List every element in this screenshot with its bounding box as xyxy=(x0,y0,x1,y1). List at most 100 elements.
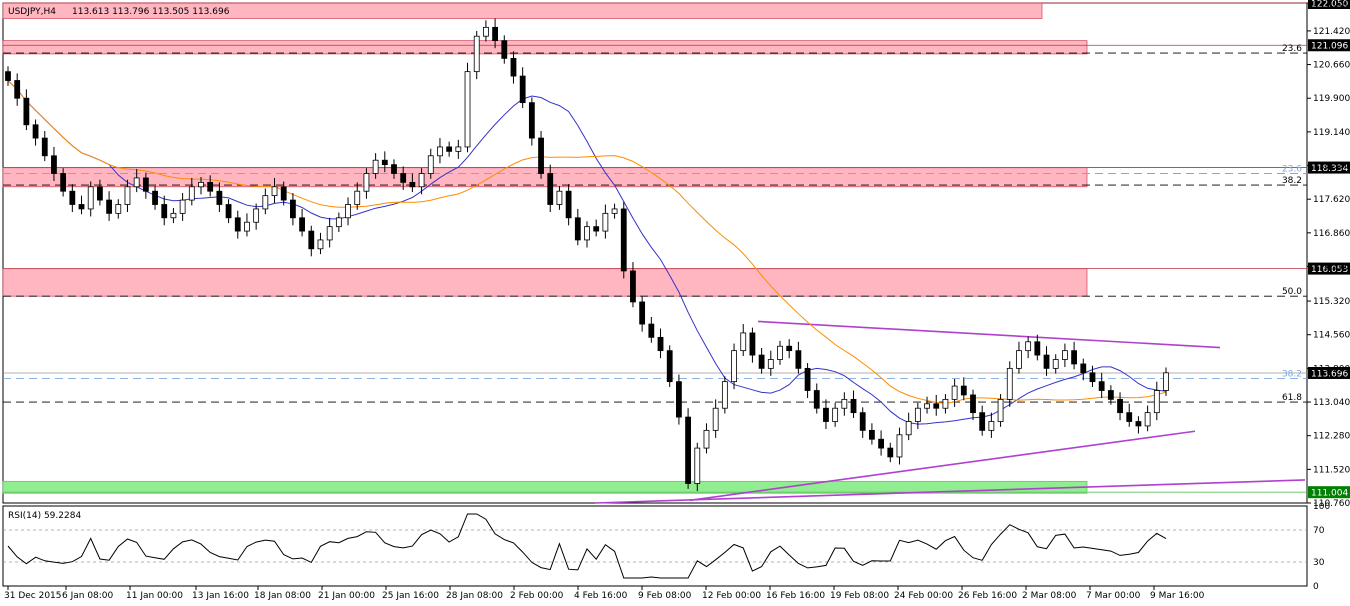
candle-body xyxy=(887,447,894,458)
candle-body xyxy=(124,186,131,205)
price-tag-label: 111.004 xyxy=(1311,489,1348,499)
time-tick-label: 19 Feb 08:00 xyxy=(830,591,889,601)
candle-body xyxy=(418,173,425,188)
candle-body xyxy=(326,226,333,241)
candles-layer xyxy=(5,18,1169,492)
candle-body xyxy=(152,190,158,205)
candle-body xyxy=(225,204,232,219)
candle-body xyxy=(87,186,94,210)
candle-body xyxy=(188,186,195,201)
candle-body xyxy=(1135,421,1142,427)
symbol-header: USDJPY,H4 xyxy=(8,7,56,17)
price-tick-label: 113.800 xyxy=(1313,364,1350,374)
price-tick-label: 119.140 xyxy=(1313,128,1350,138)
candle-body xyxy=(409,181,416,188)
price-tick-label: 116.860 xyxy=(1313,229,1350,239)
candle-body xyxy=(813,390,820,409)
candle-body xyxy=(427,155,434,174)
candle-body xyxy=(777,345,783,360)
resistance-zone xyxy=(2,40,1088,55)
candle-body xyxy=(979,412,986,431)
price-tag-label: 121.096 xyxy=(1311,42,1348,52)
candle-body xyxy=(832,407,839,422)
candle-body xyxy=(933,403,940,409)
candle-body xyxy=(795,350,802,369)
candle-body xyxy=(786,345,793,352)
candle-body xyxy=(142,177,149,192)
candle-body xyxy=(280,186,287,201)
price-tick-label: 114.560 xyxy=(1313,331,1350,341)
candle-body xyxy=(1034,341,1041,356)
candle-body xyxy=(290,199,296,219)
candle-body xyxy=(960,385,967,396)
candle-body xyxy=(510,57,517,77)
candle-body xyxy=(905,421,912,436)
candle-body xyxy=(942,398,949,409)
price-tick-label: 119.900 xyxy=(1313,94,1350,104)
candle-body xyxy=(556,190,563,205)
candle-body xyxy=(262,195,269,210)
price-tick-label: 111.520 xyxy=(1313,465,1350,475)
support-zone xyxy=(2,480,1088,494)
candle-body xyxy=(1126,412,1133,422)
rsi-label: RSI(14) 59.2284 xyxy=(8,511,81,521)
candle-body xyxy=(970,394,976,414)
candle-body xyxy=(234,217,241,232)
candle-body xyxy=(823,407,829,422)
candle-body xyxy=(731,350,737,383)
time-tick-label: 16 Feb 16:00 xyxy=(766,591,825,601)
candle-body xyxy=(41,137,48,157)
candle-body xyxy=(528,102,535,139)
candle-body xyxy=(694,447,701,484)
candle-body xyxy=(997,398,1004,422)
candle-body xyxy=(804,367,811,391)
candle-body xyxy=(317,239,324,250)
candle-body xyxy=(437,146,443,157)
candle-body xyxy=(372,159,379,174)
fib-level-label: 38.2 xyxy=(1282,370,1302,380)
candle-body xyxy=(455,146,462,152)
candle-body xyxy=(483,26,489,37)
ohlc-header: 113.613 113.796 113.505 113.696 xyxy=(72,7,230,17)
candle-body xyxy=(1098,381,1105,391)
candle-body xyxy=(538,137,544,174)
candle-body xyxy=(1043,354,1050,369)
candle-body xyxy=(859,412,866,431)
candle-body xyxy=(584,226,590,241)
candle-body xyxy=(1153,390,1160,414)
candle-body xyxy=(133,177,140,188)
candle-body xyxy=(97,186,103,201)
candle-body xyxy=(574,217,581,241)
rsi-tick-label: 70 xyxy=(1313,526,1325,536)
time-tick-label: 26 Feb 16:00 xyxy=(958,591,1017,601)
candle-body xyxy=(271,186,278,197)
price-axis: 122.050 121.420 120.660 119.900 119.140 118.3… xyxy=(1307,0,1350,509)
resistance-zone xyxy=(2,268,1088,297)
candle-body xyxy=(914,407,921,422)
time-tick-label: 12 Feb 00:00 xyxy=(702,591,761,601)
candle-body xyxy=(1144,412,1151,427)
fib-level-label: 61.8 xyxy=(1282,393,1302,403)
price-tag-label: 122.050 xyxy=(1311,0,1348,10)
candle-body xyxy=(299,217,305,232)
candle-body xyxy=(712,407,719,431)
candle-body xyxy=(501,40,508,59)
candle-body xyxy=(179,199,186,214)
price-tag-label: 116.053 xyxy=(1311,265,1348,275)
time-tick-label: 28 Jan 08:00 xyxy=(446,591,503,601)
candle-body xyxy=(1052,359,1059,369)
candle-body xyxy=(473,35,480,73)
candle-body xyxy=(198,181,204,188)
trend-line xyxy=(594,479,1306,504)
time-tick-label: 25 Jan 16:00 xyxy=(382,591,439,601)
time-tick-label: 21 Jan 00:00 xyxy=(318,591,375,601)
price-tick-label: 115.320 xyxy=(1313,297,1350,307)
candle-body xyxy=(308,230,315,250)
price-tick-label: 122.050 xyxy=(1313,0,1350,9)
candle-body xyxy=(924,403,930,409)
price-tick-label: 112.280 xyxy=(1313,432,1350,442)
candle-body xyxy=(335,217,342,228)
candle-body xyxy=(106,199,112,214)
